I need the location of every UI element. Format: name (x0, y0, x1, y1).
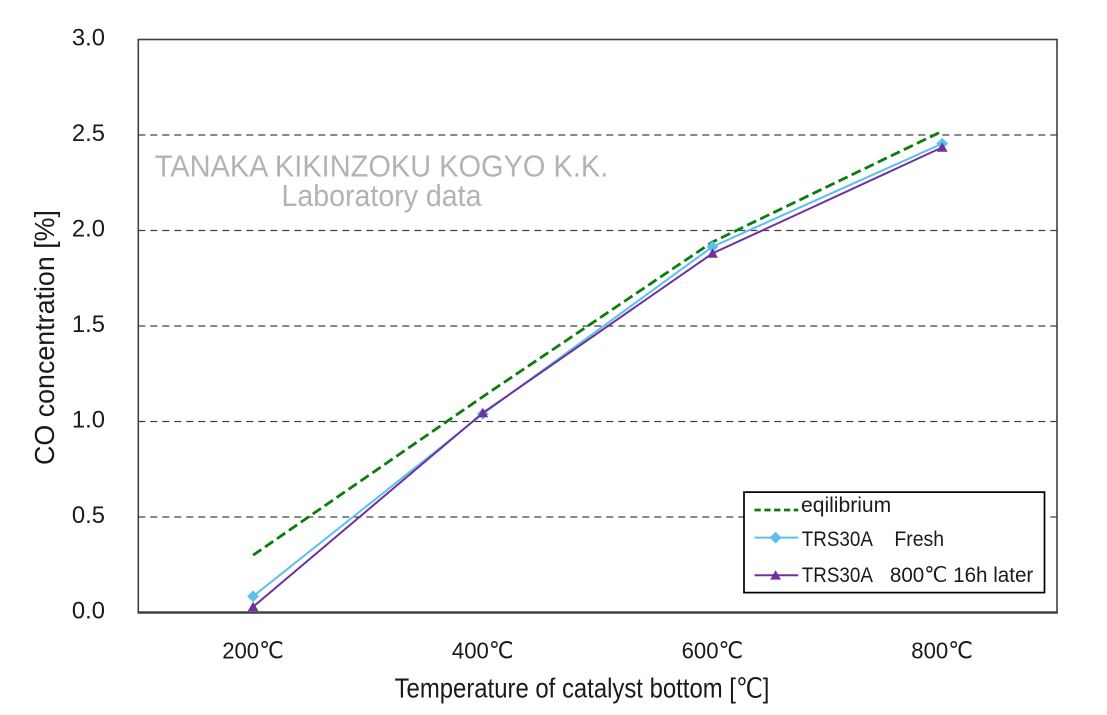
svg-text:400℃: 400℃ (452, 638, 514, 664)
svg-text:3.0: 3.0 (72, 25, 105, 52)
svg-text:0.0: 0.0 (72, 598, 105, 625)
svg-text:TRS30A: TRS30A (802, 527, 874, 551)
svg-text:2.0: 2.0 (72, 216, 105, 243)
svg-text:800℃: 800℃ (911, 638, 973, 664)
svg-text:1.5: 1.5 (72, 311, 105, 338)
svg-text:800℃ 16h later: 800℃ 16h later (890, 563, 1033, 587)
svg-text:0.5: 0.5 (72, 502, 105, 529)
svg-text:1.0: 1.0 (72, 407, 105, 434)
svg-text:TRS30A: TRS30A (802, 563, 874, 587)
svg-text:600℃: 600℃ (682, 638, 744, 664)
svg-text:Fresh: Fresh (894, 527, 944, 551)
svg-text:Laboratory data: Laboratory data (282, 178, 483, 213)
svg-text:CO concentration [%]: CO concentration [%] (29, 210, 60, 465)
svg-text:TANAKA KIKINZOKU KOGYO K.K.: TANAKA KIKINZOKU KOGYO K.K. (155, 149, 609, 184)
svg-text:200℃: 200℃ (222, 638, 284, 664)
svg-text:2.5: 2.5 (72, 120, 105, 147)
svg-text:Temperature of catalyst bottom: Temperature of catalyst bottom [℃] (395, 673, 770, 704)
svg-text:eqilibrium: eqilibrium (801, 493, 891, 517)
